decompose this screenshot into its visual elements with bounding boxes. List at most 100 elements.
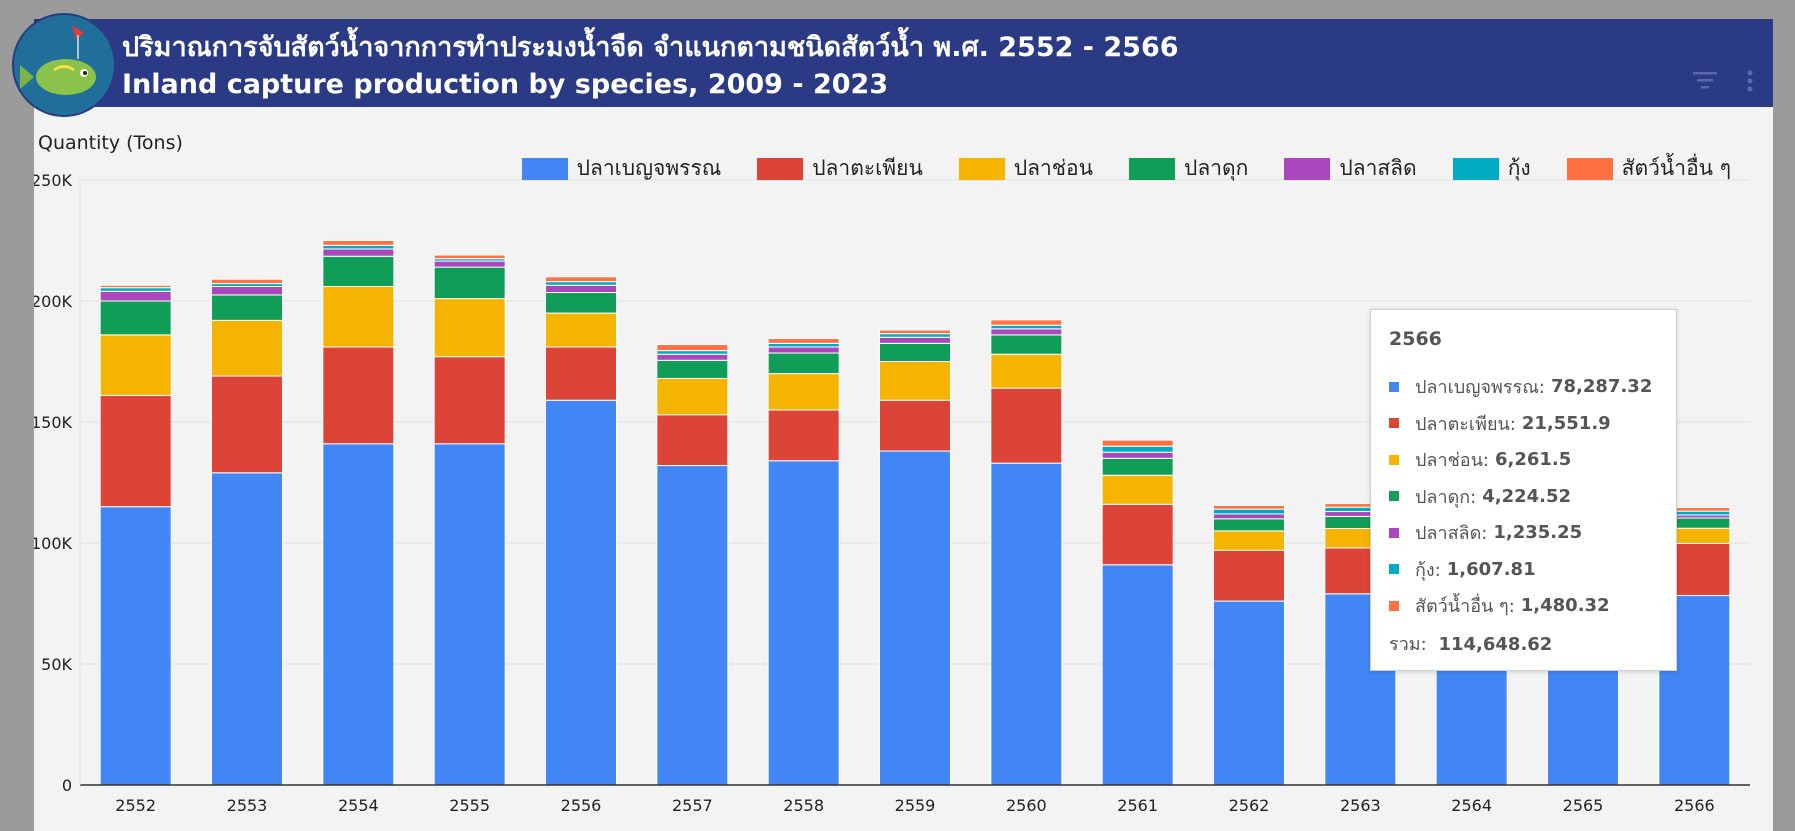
- bar-segment[interactable]: [433, 443, 506, 786]
- bar-segment[interactable]: [1101, 564, 1174, 786]
- bar-segment[interactable]: [1101, 439, 1174, 447]
- bar-segment[interactable]: [656, 377, 729, 416]
- bar-segment[interactable]: [211, 285, 283, 296]
- legend-swatch: [1452, 157, 1499, 180]
- bar-segment[interactable]: [322, 346, 395, 445]
- tooltip-row: กุ้ง: 1,607.81: [1389, 555, 1536, 584]
- tooltip-row-label: ปลาเบญจพรรณ:: [1415, 377, 1545, 398]
- bar-segment[interactable]: [990, 324, 1063, 330]
- bar-segment[interactable]: [767, 338, 840, 344]
- bar-segment[interactable]: [433, 266, 506, 300]
- bar-segment[interactable]: [99, 394, 172, 508]
- bar-segment[interactable]: [767, 342, 840, 348]
- bar-segment[interactable]: [879, 333, 951, 338]
- bar-segment[interactable]: [656, 414, 729, 467]
- bar-segment[interactable]: [656, 359, 729, 379]
- bar-segment[interactable]: [322, 285, 395, 348]
- bar-segment[interactable]: [545, 281, 617, 286]
- bar-segment[interactable]: [990, 353, 1063, 389]
- bar-segment[interactable]: [99, 290, 172, 302]
- bar-segment[interactable]: [879, 450, 951, 786]
- legend-label: ปลาดุก: [1184, 156, 1249, 180]
- x-tick-label: 2565: [1563, 796, 1604, 815]
- bar-segment[interactable]: [1213, 518, 1285, 532]
- bar-segment[interactable]: [99, 284, 172, 289]
- bar-segment[interactable]: [879, 361, 951, 401]
- legend-label: ปลาเบญจพรรณ: [576, 156, 722, 180]
- bar-segment[interactable]: [1213, 600, 1285, 786]
- bar-segment[interactable]: [211, 294, 283, 321]
- legend-item[interactable]: ปลาเบญจพรรณ: [521, 152, 722, 185]
- bar-segment[interactable]: [990, 334, 1063, 355]
- x-tick-label: 2558: [783, 796, 824, 815]
- legend-item[interactable]: ปลาสลิด: [1284, 152, 1417, 185]
- bar-segment[interactable]: [433, 298, 506, 358]
- bar-segment[interactable]: [656, 350, 729, 355]
- bar-segment[interactable]: [322, 240, 395, 246]
- tooltip-swatch: [1389, 418, 1399, 428]
- bar-segment[interactable]: [99, 334, 172, 396]
- bar-segment[interactable]: [1213, 549, 1285, 602]
- bar-segment[interactable]: [99, 506, 172, 786]
- bar-segment[interactable]: [1101, 503, 1174, 566]
- bar-segment[interactable]: [545, 292, 617, 314]
- bar-segment[interactable]: [211, 472, 283, 786]
- bar-segment[interactable]: [433, 356, 506, 445]
- bar-segment[interactable]: [1213, 530, 1285, 551]
- bar-segment[interactable]: [322, 443, 395, 786]
- bar-segment[interactable]: [211, 319, 283, 377]
- bar-segment[interactable]: [767, 460, 840, 786]
- chart-legend: ปลาเบญจพรรณ ปลาตะเพียน ปลาช่อน ปลาดุก ปลาสลิ…: [486, 152, 1731, 185]
- bar-segment[interactable]: [879, 329, 951, 335]
- bar-segment[interactable]: [767, 409, 840, 462]
- bar-segment[interactable]: [1101, 474, 1174, 505]
- bar-segment[interactable]: [990, 387, 1063, 464]
- tooltip-total-label: รวม:: [1389, 634, 1427, 655]
- x-tick-label: 2559: [895, 796, 936, 815]
- legend-item[interactable]: สัตว์น้ำอื่น ๆ: [1566, 152, 1731, 185]
- bar-segment[interactable]: [1101, 457, 1174, 476]
- bar-segment[interactable]: [879, 342, 951, 363]
- bar-segment[interactable]: [322, 255, 395, 287]
- filter-icon[interactable]: [1692, 69, 1718, 95]
- bar-segment[interactable]: [211, 375, 283, 474]
- legend-item[interactable]: กุ้ง: [1452, 152, 1531, 185]
- bar-segment[interactable]: [879, 336, 951, 344]
- chart-tooltip: 2566 ปลาเบญจพรรณ: 78,287.32 ปลาตะเพียน: 21,…: [1370, 309, 1677, 671]
- bar-segment[interactable]: [545, 346, 617, 401]
- bar-segment[interactable]: [990, 462, 1063, 786]
- bar-segment[interactable]: [433, 260, 506, 268]
- bar-segment[interactable]: [656, 353, 729, 361]
- more-vert-icon[interactable]: [1746, 69, 1754, 97]
- x-tick-label: 2556: [561, 796, 602, 815]
- tooltip-row-value: 78,287.32: [1551, 376, 1653, 397]
- bar-segment[interactable]: [322, 244, 395, 250]
- bar-segment[interactable]: [99, 287, 172, 292]
- bar-segment[interactable]: [545, 312, 617, 348]
- bar-segment[interactable]: [433, 254, 506, 260]
- bar-segment[interactable]: [990, 319, 1063, 326]
- bar-segment[interactable]: [1213, 508, 1285, 515]
- bar-segment[interactable]: [656, 344, 729, 352]
- bar-segment[interactable]: [1101, 445, 1174, 453]
- bar-segment[interactable]: [1213, 504, 1285, 510]
- bar-segment[interactable]: [545, 284, 617, 294]
- bar-segment[interactable]: [767, 352, 840, 375]
- bar-segment[interactable]: [545, 399, 617, 786]
- bar-segment[interactable]: [1101, 451, 1174, 459]
- tooltip-row-label: ปลาดุก:: [1415, 486, 1477, 508]
- bar-segment[interactable]: [322, 248, 395, 257]
- bar-segment[interactable]: [879, 399, 951, 452]
- bar-segment[interactable]: [990, 328, 1063, 336]
- legend-item[interactable]: ปลาดุก: [1129, 152, 1248, 185]
- legend-item[interactable]: ปลาช่อน: [958, 152, 1093, 185]
- bar-segment[interactable]: [1213, 513, 1285, 520]
- bar-segment[interactable]: [99, 300, 172, 336]
- legend-item[interactable]: ปลาตะเพียน: [757, 152, 923, 185]
- bar-segment[interactable]: [211, 278, 283, 285]
- bar-segment[interactable]: [656, 465, 729, 786]
- bar-segment[interactable]: [545, 276, 617, 283]
- y-tick-label: 200K: [34, 292, 73, 311]
- bar-segment[interactable]: [767, 373, 840, 411]
- bar-segment[interactable]: [767, 346, 840, 354]
